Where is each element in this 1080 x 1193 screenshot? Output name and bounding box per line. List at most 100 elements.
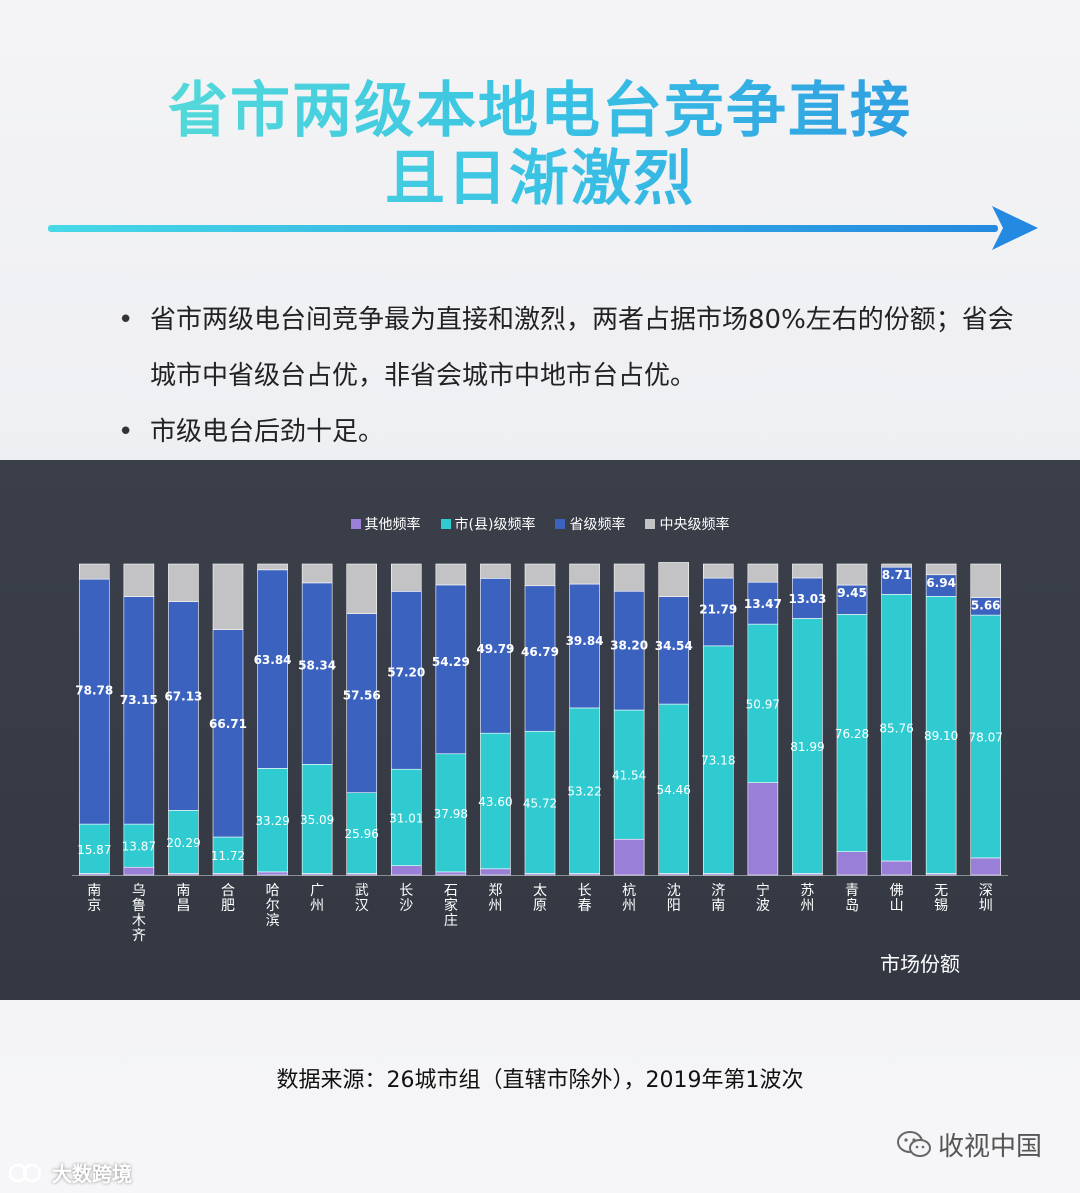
bar-city-3 xyxy=(212,836,244,874)
page-title-line2: 且日渐激烈 xyxy=(0,146,1080,212)
bar-central-1 xyxy=(123,563,155,597)
data-label-province-3: 66.71 xyxy=(209,717,247,731)
bar-other-8 xyxy=(435,871,467,876)
x-tick-label-8-char-2: 庄 xyxy=(444,912,458,929)
data-label-city-2: 20.29 xyxy=(166,836,200,850)
bar-other-4 xyxy=(257,871,288,876)
logo-icon xyxy=(8,1163,42,1182)
chart-legend: 其他频率 市(县)级频率 省级频率 中央级频率 xyxy=(0,514,1080,534)
bar-central-2 xyxy=(168,563,199,602)
x-tick-label-19-char-0: 无 xyxy=(934,883,948,899)
data-label-city-3: 11.72 xyxy=(211,849,245,863)
bar-province-7 xyxy=(390,591,422,770)
data-label-province-2: 67.13 xyxy=(164,690,202,704)
bar-other-7 xyxy=(390,865,422,876)
legend-swatch-city xyxy=(440,519,451,529)
watermark-left-text: 大数跨境 xyxy=(52,1162,132,1186)
bar-province-6 xyxy=(346,613,378,794)
x-tick-label-19-char-1: 锡 xyxy=(934,898,948,914)
bar-province-11 xyxy=(569,583,600,709)
data-label-province-9: 49.79 xyxy=(476,642,514,656)
bar-central-12 xyxy=(613,563,645,592)
legend-item-province: 省级频率 xyxy=(555,514,625,534)
bar-province-12 xyxy=(613,590,645,711)
legend-label-province: 省级频率 xyxy=(569,517,626,533)
x-tick-label-4-char-2: 滨 xyxy=(266,913,280,929)
x-tick-label-1-char-3: 齐 xyxy=(132,928,146,944)
bar-city-10 xyxy=(524,730,556,874)
bar-central-4 xyxy=(257,563,288,571)
data-label-province-10: 46.79 xyxy=(521,645,559,659)
legend-swatch-province xyxy=(555,519,566,529)
x-tick-label-17-char-1: 岛 xyxy=(845,898,859,914)
x-tick-label-12-char-0: 杭 xyxy=(622,883,636,899)
legend-label-central: 中央级频率 xyxy=(659,517,730,533)
x-tick-label-15-char-1: 波 xyxy=(756,898,770,914)
bar-province-18 xyxy=(881,566,912,595)
bar-central-3 xyxy=(212,563,244,630)
x-tick-label-3-char-0: 合 xyxy=(221,883,235,899)
bar-other-1 xyxy=(123,866,155,876)
bar-city-17 xyxy=(836,614,868,852)
bullet-dot: • xyxy=(118,305,134,335)
x-tick-label-1-char-1: 鲁 xyxy=(132,898,146,914)
bar-central-15 xyxy=(747,563,779,583)
bar-province-4 xyxy=(257,569,288,769)
bar-city-9 xyxy=(480,732,511,870)
x-tick-label-13-char-1: 阳 xyxy=(667,898,681,914)
x-tick-label-9-char-1: 州 xyxy=(488,898,502,914)
bar-city-20 xyxy=(970,614,1002,859)
bar-other-15 xyxy=(747,782,779,876)
bar-other-20 xyxy=(970,857,1002,876)
bar-province-2 xyxy=(168,601,199,811)
bar-other-17 xyxy=(836,851,868,876)
x-tick-label-4-char-1: 尔 xyxy=(266,898,280,914)
bar-city-4 xyxy=(257,768,288,873)
data-label-province-14: 21.79 xyxy=(699,603,737,617)
watermark-left: 大数跨境 xyxy=(8,1158,132,1187)
bar-central-17 xyxy=(836,563,868,586)
data-label-province-0: 78.78 xyxy=(75,683,113,697)
bar-province-17 xyxy=(836,584,868,615)
x-tick-label-17-char-0: 青 xyxy=(845,883,859,899)
bar-city-0 xyxy=(78,823,110,874)
data-label-province-11: 39.84 xyxy=(566,634,604,648)
x-tick-label-14-char-1: 南 xyxy=(711,898,725,914)
x-tick-label-10-char-1: 原 xyxy=(533,898,547,914)
legend-label-city: 市(县)级频率 xyxy=(454,517,536,533)
x-tick-label-16-char-1: 州 xyxy=(800,898,814,914)
bar-other-9 xyxy=(480,868,511,876)
data-label-province-16: 13.03 xyxy=(788,592,826,606)
x-tick-label-8-char-0: 石 xyxy=(444,883,458,899)
bar-city-1 xyxy=(123,823,155,868)
watermark-right: 收视中国 xyxy=(896,1126,1042,1163)
bar-province-1 xyxy=(123,596,155,825)
bar-central-20 xyxy=(970,563,1002,598)
x-tick-label-13-char-0: 沈 xyxy=(667,883,681,899)
arrow-divider-icon xyxy=(48,206,1038,250)
bullet-list: • 省市两级电台间竞争最为直接和激烈，两者占据市场80%左右的份额；省会城市中省… xyxy=(118,292,1018,460)
legend-label-other: 其他频率 xyxy=(364,517,421,533)
data-label-city-13: 54.46 xyxy=(657,783,691,797)
legend-item-city: 市(县)级频率 xyxy=(440,514,536,534)
bar-city-18 xyxy=(881,593,912,862)
bar-city-19 xyxy=(925,596,957,874)
x-tick-label-1-char-2: 木 xyxy=(132,913,146,929)
x-tick-label-11-char-0: 长 xyxy=(578,883,592,899)
data-label-city-14: 73.18 xyxy=(701,754,735,768)
x-tick-label-1-char-0: 乌 xyxy=(132,883,146,899)
data-label-city-20: 78.07 xyxy=(969,730,1003,744)
x-tick-label-5-char-1: 州 xyxy=(310,898,324,914)
x-tick-label-2-char-0: 南 xyxy=(176,883,190,899)
x-tick-label-6-char-1: 汉 xyxy=(355,898,369,914)
bullet-dot: • xyxy=(118,417,134,447)
x-tick-label-18-char-1: 山 xyxy=(890,898,904,914)
data-source-note: 数据来源：26城市组（直辖市除外），2019年第1波次 xyxy=(276,1068,804,1093)
bar-city-7 xyxy=(390,768,422,866)
x-tick-label-20-char-0: 深 xyxy=(979,883,993,899)
bar-city-16 xyxy=(792,618,823,874)
bar-city-11 xyxy=(569,707,600,874)
bar-city-14 xyxy=(702,645,734,874)
data-label-city-9: 43.60 xyxy=(478,795,512,809)
